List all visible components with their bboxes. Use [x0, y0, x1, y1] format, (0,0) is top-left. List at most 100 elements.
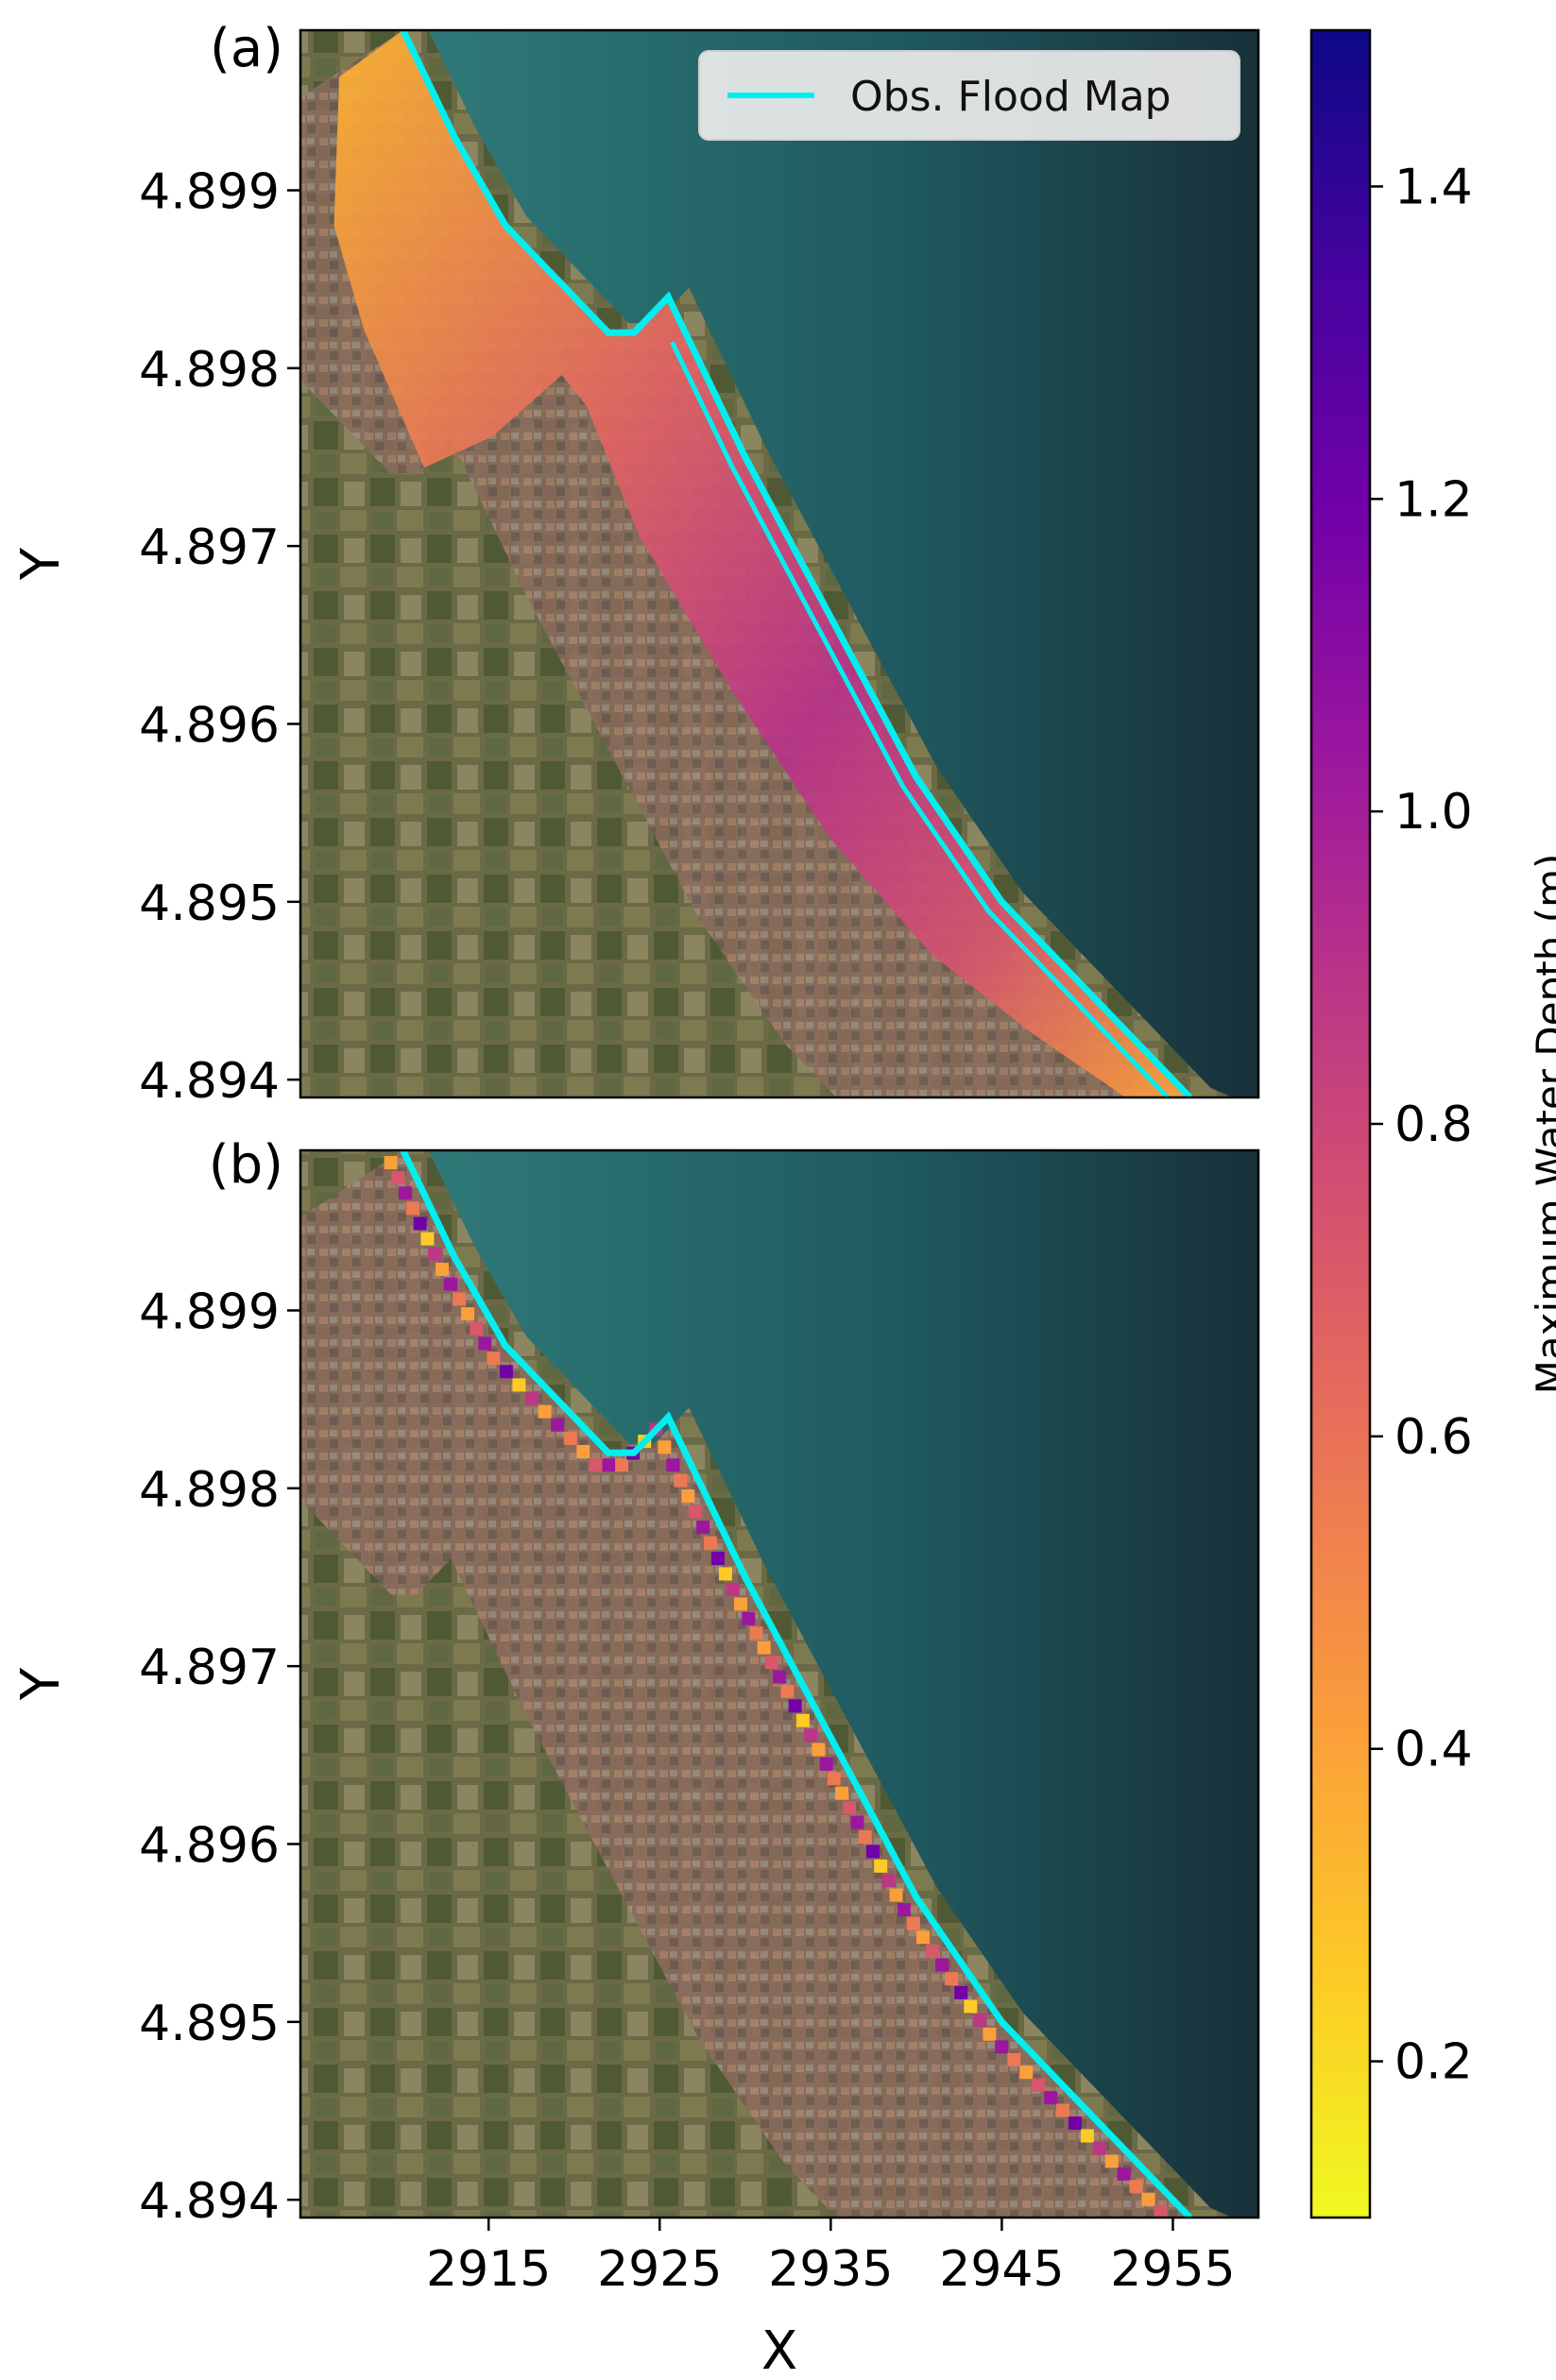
- flood-depth-strip-b: [384, 1156, 1168, 2218]
- x-axis-title: X: [761, 2320, 797, 2380]
- x-tick-label: 2915: [426, 2241, 551, 2298]
- obs-flood-outline-a: [400, 30, 1193, 1097]
- flood-depth-cell: [487, 1352, 501, 1366]
- flood-depth-cell: [835, 1786, 848, 1800]
- urban-area-b: [300, 1150, 1190, 2218]
- flood-depth-cell: [436, 1263, 449, 1276]
- flood-depth-cell: [850, 1815, 864, 1829]
- y-tick-label: 4.896: [139, 698, 280, 755]
- x-tick-label: 2935: [768, 2241, 893, 2298]
- flood-depth-cell: [1141, 2192, 1155, 2206]
- flood-depth-cell: [881, 1874, 896, 1888]
- flood-depth-cell: [710, 1552, 725, 1565]
- y-tick-label: 4.897: [139, 1640, 280, 1696]
- flood-depth-cell: [563, 1431, 577, 1445]
- panel-label-b: (b): [209, 1134, 283, 1196]
- colorbar-tick-label: 0.8: [1394, 1096, 1473, 1153]
- y-tick-label: 4.899: [139, 1284, 280, 1341]
- y-tick-label: 4.899: [139, 164, 280, 221]
- flood-depth-cell: [874, 1859, 888, 1873]
- flood-depth-cell: [602, 1458, 616, 1472]
- flood-depth-cell: [420, 1232, 435, 1246]
- colorbar-tick-label: 1.2: [1394, 471, 1473, 528]
- flood-depth-cell: [1117, 2167, 1131, 2181]
- flood-depth-cell: [1044, 2091, 1058, 2105]
- flood-depth-cell: [1080, 2129, 1094, 2143]
- legend-box: [698, 50, 1240, 141]
- flood-depth-cell: [780, 1684, 795, 1698]
- flood-depth-cell: [865, 1844, 880, 1859]
- colorbar-tick-label: 0.6: [1394, 1409, 1473, 1466]
- flood-depth-cell: [589, 1458, 603, 1472]
- flood-depth-cell: [954, 1985, 968, 1999]
- flood-depth-cell: [1092, 2141, 1106, 2155]
- y-tick-label: 4.898: [139, 1462, 280, 1519]
- flood-depth-cell: [1019, 2066, 1034, 2080]
- y-tick-label: 4.894: [139, 2173, 280, 2230]
- flood-depth-cell: [819, 1757, 833, 1771]
- flood-depth-cell: [1032, 2078, 1046, 2092]
- flood-depth-cell: [1129, 2180, 1143, 2194]
- flood-depth-cell: [889, 1888, 903, 1902]
- x-tick-label: 2925: [597, 2241, 722, 2298]
- y-axis-title-b: Y: [10, 1667, 72, 1701]
- panel-a: 4.899 4.898 4.897 4.896 4.895 4.894 Y (a) Obs…: [10, 18, 1260, 1110]
- flood-depth-cell: [734, 1597, 747, 1611]
- y-tick-label: 4.898: [139, 342, 280, 399]
- flood-depth-cell: [696, 1521, 710, 1535]
- flood-depth-cell: [973, 2014, 987, 2028]
- flood-depth-field-a: [333, 30, 1190, 1097]
- flood-depth-cell: [391, 1171, 405, 1185]
- flood-depth-cell: [478, 1336, 492, 1351]
- flood-depth-cell: [704, 1536, 717, 1550]
- flood-depth-cell: [512, 1378, 526, 1392]
- flood-depth-cell: [906, 1916, 920, 1930]
- flood-depth-cell: [945, 1972, 959, 1986]
- flood-depth-cell: [858, 1830, 872, 1844]
- flood-depth-cell: [812, 1742, 826, 1757]
- sea-area-a: [428, 30, 1258, 1097]
- legend-entry-obs-flood-map: Obs. Flood Map: [850, 73, 1171, 121]
- flood-depth-cell: [405, 1201, 419, 1216]
- flood-depth-cell: [843, 1801, 857, 1815]
- y-axis-title-a: Y: [10, 547, 72, 581]
- flood-depth-cell: [1007, 2052, 1021, 2066]
- flood-depth-cell: [773, 1670, 787, 1684]
- plot-frame-a: [299, 28, 1260, 1099]
- legend: Obs. Flood Map: [698, 50, 1240, 141]
- flood-depth-cell: [384, 1156, 398, 1169]
- colorbar-ticks: 0.2 0.4 0.6 0.8 1.0 1.2 1.4: [1370, 159, 1473, 2091]
- colorbar-tick-label: 1.4: [1394, 159, 1473, 215]
- flood-depth-cell: [926, 1944, 939, 1958]
- y-tick-label: 4.895: [139, 876, 280, 932]
- flood-depth-cell: [1154, 2205, 1168, 2218]
- obs-flood-outline-b: [400, 1150, 1193, 2218]
- flood-depth-cell: [399, 1186, 413, 1200]
- flood-depth-cell: [788, 1699, 802, 1713]
- colorbar-tick-label: 1.0: [1394, 784, 1473, 841]
- y-tick-label: 4.897: [139, 519, 280, 576]
- y-axis-b: 4.899 4.898 4.897 4.896 4.895 4.894: [139, 1284, 300, 2230]
- flood-depth-cell: [658, 1440, 672, 1454]
- panel-label-a: (a): [210, 18, 283, 79]
- flood-depth-cell: [444, 1277, 457, 1291]
- flood-depth-cell: [935, 1958, 949, 1972]
- flood-depth-cell: [983, 2027, 997, 2041]
- flood-depth-cell: [525, 1391, 539, 1405]
- colorbar-tick-label: 0.2: [1394, 2034, 1473, 2091]
- flood-depth-cell: [689, 1504, 703, 1519]
- flood-depth-cell: [428, 1247, 442, 1261]
- plot-frame-b: [299, 1148, 1260, 2219]
- flood-depth-cell: [1056, 2103, 1069, 2117]
- flood-depth-cell: [726, 1583, 740, 1596]
- colorbar: 0.2 0.4 0.6 0.8 1.0 1.2 1.4 Maximum Water Dept…: [1309, 28, 1556, 2219]
- flood-depth-cell: [995, 2040, 1009, 2054]
- flood-depth-cell: [551, 1418, 565, 1432]
- obs-flood-inner-outline-a: [670, 341, 1171, 1097]
- y-tick-label: 4.896: [139, 1818, 280, 1875]
- flood-depth-cell: [681, 1489, 695, 1504]
- flood-depth-cell: [470, 1321, 484, 1335]
- flood-depth-cell: [666, 1458, 680, 1472]
- flood-depth-cell: [1104, 2154, 1119, 2168]
